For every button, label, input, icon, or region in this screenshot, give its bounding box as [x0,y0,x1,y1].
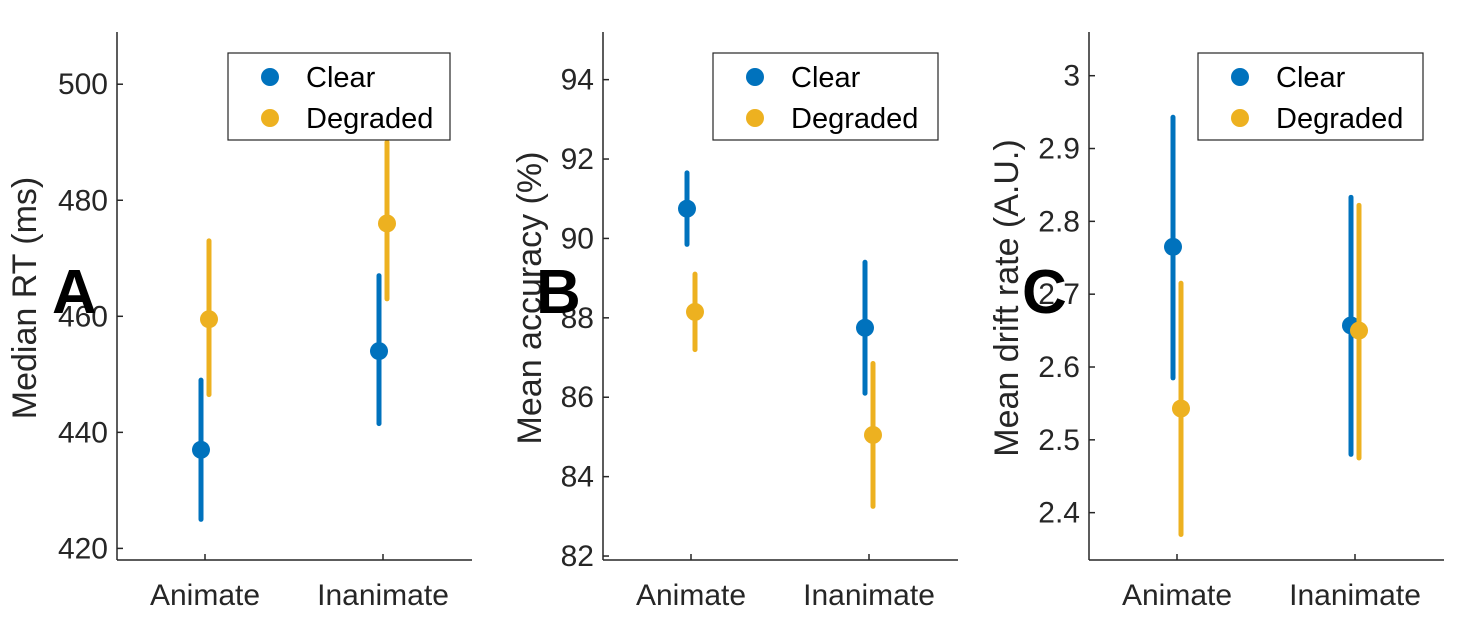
data-point-clear [192,440,210,459]
y-tick-label: 82 [561,540,594,573]
y-tick-label: 90 [561,222,594,255]
panel-letter: A [52,258,97,327]
y-axis-label: Median RT (ms) [6,177,44,419]
panel-c: 2.4 2.5 2.6 2.7 2.8 2.9 3 Animate Inanimate Mean … [988,32,1444,612]
data-point-clear [856,318,874,337]
y-tick-label: 2.6 [1038,351,1080,384]
y-tick-label: 88 [561,302,594,335]
panel-b: 82 84 86 88 90 92 94 Animate Inanimate Mean accur… [511,32,958,612]
y-tick-label: 500 [58,68,108,101]
legend-marker-clear [1231,68,1249,86]
y-axis-label: Mean accuracy (%) [511,152,549,445]
legend: Clear Degraded [227,52,451,141]
panel-a: 420 440 460 480 500 Animate Inanimate Median RT… [6,32,472,612]
data-point-degraded [200,310,218,329]
legend: Clear Degraded [1197,52,1424,141]
legend-label: Degraded [1276,103,1403,135]
y-axis-label: Mean drift rate (A.U.) [988,139,1026,456]
x-tick-label: Animate [1122,579,1232,612]
legend-marker-clear [746,68,764,86]
legend-marker-degraded [261,109,279,127]
y-tick-label: 94 [561,64,594,97]
y-tick-label: 86 [561,381,594,414]
panel-letter: B [536,258,581,327]
data-point-degraded [864,425,882,444]
data-point-degraded [1350,321,1368,340]
y-tick-label: 480 [58,184,108,217]
legend-marker-degraded [746,109,764,127]
legend-label: Clear [791,62,861,94]
y-tick-label: 2.7 [1038,278,1080,311]
data-point-clear [678,199,696,218]
legend-label: Clear [1276,62,1346,94]
x-tick-label: Inanimate [1289,579,1421,612]
data-point-degraded [1172,399,1190,418]
legend-box [227,52,451,141]
y-tick-label: 2.5 [1038,424,1080,457]
legend-label: Clear [306,62,376,94]
legend-label: Degraded [306,103,433,135]
data-point-degraded [378,214,396,233]
y-tick-label: 2.4 [1038,497,1080,530]
y-tick-label: 2.8 [1038,205,1080,238]
x-tick-label: Animate [636,579,746,612]
legend-marker-degraded [1231,109,1249,127]
legend-marker-clear [261,68,279,86]
y-tick-label: 440 [58,416,108,449]
legend: Clear Degraded [712,52,939,141]
data-point-degraded [686,302,704,321]
y-tick-label: 92 [561,143,594,176]
x-tick-label: Animate [150,579,260,612]
y-tick-label: 420 [58,532,108,565]
legend-label: Degraded [791,103,918,135]
x-tick-label: Inanimate [803,579,935,612]
panel-letter: C [1022,258,1067,327]
y-tick-label: 2.9 [1038,133,1080,166]
data-point-clear [370,342,388,361]
y-tick-label: 460 [58,300,108,333]
y-tick-label: 84 [561,461,594,494]
y-tick-label: 3 [1063,60,1080,93]
x-tick-label: Inanimate [317,579,449,612]
data-point-clear [1164,237,1182,256]
